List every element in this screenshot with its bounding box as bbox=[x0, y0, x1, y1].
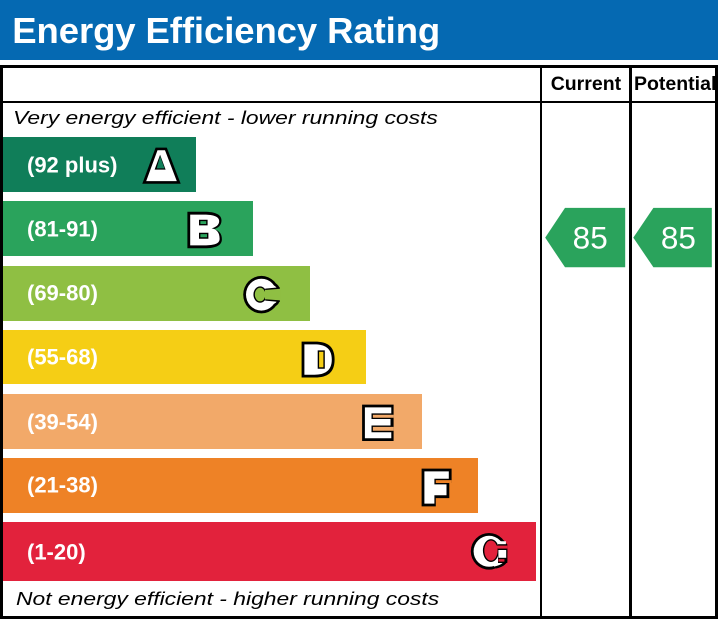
svg-text:85: 85 bbox=[573, 219, 608, 255]
svg-text:85: 85 bbox=[661, 219, 696, 255]
